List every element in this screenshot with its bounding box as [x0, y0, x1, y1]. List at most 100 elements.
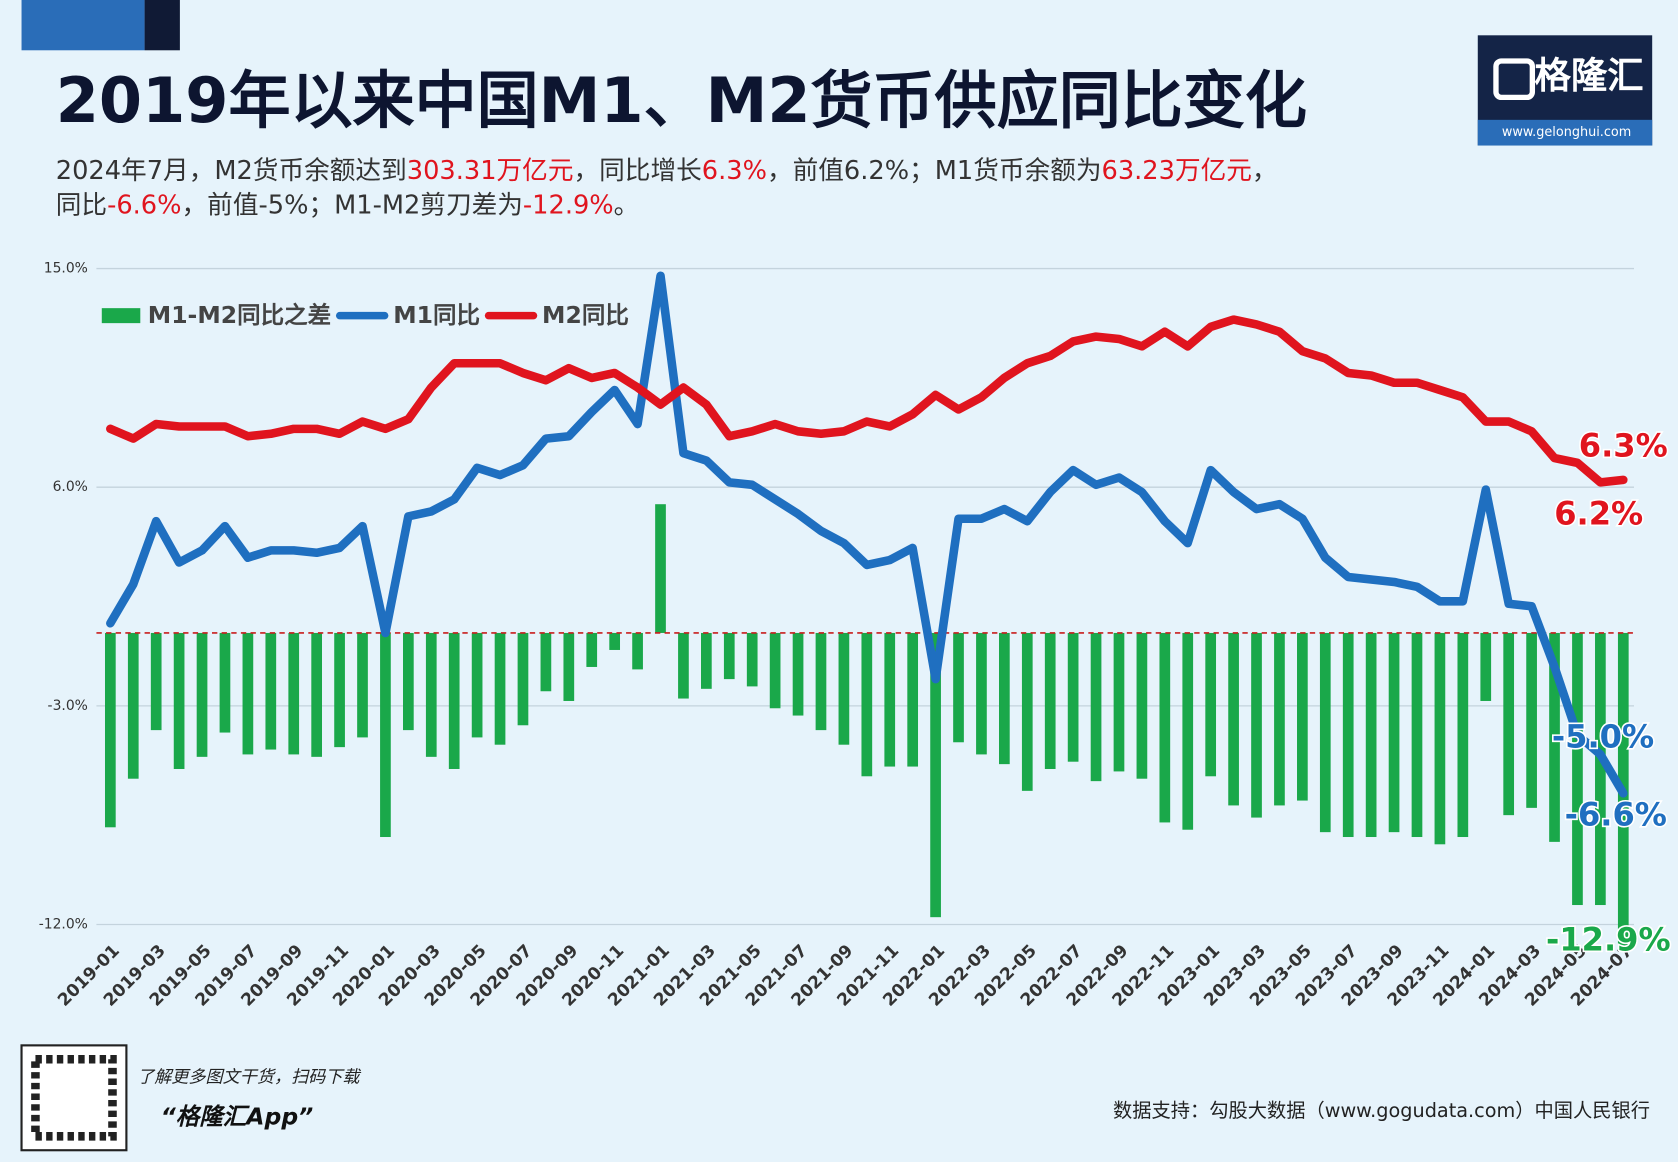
bar: [380, 632, 391, 838]
bar: [334, 632, 345, 748]
bar: [1342, 632, 1354, 838]
decor: [21, 0, 145, 51]
bar: [494, 632, 506, 745]
legend-label: M1-M2同比之差: [148, 301, 331, 329]
logo-icon: [1493, 58, 1536, 101]
bar: [907, 632, 919, 767]
bar: [1297, 632, 1308, 801]
bar: [1113, 632, 1125, 772]
subtitle: 2024年7月，M2货币余额达到303.31万亿元，同比增长6.3%，前值6.2…: [56, 156, 1278, 220]
subtitle-text: ，: [1252, 156, 1278, 186]
highlight: 303.31万亿元: [407, 156, 574, 186]
qr-text: 了解更多图文干货，扫码下载: [137, 1067, 361, 1087]
bar: [402, 632, 414, 731]
bar: [953, 632, 964, 743]
qr-pattern: [31, 1055, 117, 1141]
subtitle-text: ，前值6.2%；M1货币余额为: [767, 156, 1102, 186]
legend-label: M1同比: [393, 301, 480, 329]
subtitle-text: 2024年7月，M2货币余额达到: [56, 156, 407, 186]
bar: [265, 632, 277, 750]
subtitle-line: 2024年7月，M2货币余额达到303.31万亿元，同比增长6.3%，前值6.2…: [56, 156, 1278, 186]
decor: [144, 0, 180, 51]
subtitle-text: ，前值-5%；M1-M2剪刀差为: [182, 190, 523, 220]
bar: [1365, 632, 1377, 838]
bar: [1274, 632, 1285, 806]
annotation: -6.6%: [1565, 795, 1667, 833]
bar: [976, 632, 987, 755]
bar: [563, 632, 575, 701]
bar: [104, 632, 116, 828]
bar: [196, 632, 208, 757]
annotation: 6.3%: [1579, 426, 1668, 464]
legend-label: M2同比: [542, 301, 629, 329]
bar: [517, 632, 529, 726]
bar: [838, 632, 850, 745]
logo-strip: [1477, 119, 1653, 146]
bar: [1434, 632, 1446, 845]
bar: [150, 632, 162, 731]
logo-text: 格隆汇: [1535, 54, 1644, 97]
source: 数据支持：勾股大数据（www.gogudata.com）中国人民银行: [1113, 1099, 1650, 1122]
subtitle-text: ，同比增长: [574, 156, 702, 186]
bar: [1595, 632, 1606, 906]
annotation: -5.0%: [1552, 717, 1654, 755]
bar: [701, 632, 712, 689]
bar: [586, 632, 598, 667]
bar: [1572, 632, 1583, 906]
bar: [792, 632, 804, 716]
bar: [609, 632, 621, 650]
bar: [173, 632, 185, 769]
bar: [425, 632, 437, 757]
bar: [999, 632, 1010, 765]
title: 2019年以来中国M1、M2货币供应同比变化: [56, 64, 1307, 137]
bar: [655, 504, 666, 633]
legend-swatch: [101, 308, 141, 324]
bar: [288, 632, 300, 755]
highlight: 63.23万亿元: [1102, 156, 1252, 186]
bar: [930, 632, 941, 918]
bar: [746, 632, 758, 687]
bar: [861, 632, 873, 777]
bar: [1526, 632, 1537, 808]
highlight: -12.9%: [523, 190, 614, 220]
bar: [1319, 632, 1331, 833]
bar: [1251, 632, 1262, 818]
bar: [1159, 632, 1171, 823]
bar: [448, 632, 460, 769]
bar: [127, 632, 139, 779]
bar: [1228, 632, 1239, 806]
bar: [1411, 632, 1423, 838]
bar: [1090, 632, 1102, 782]
highlight: -6.6%: [107, 190, 181, 220]
line: [106, 315, 1628, 487]
bar: [219, 632, 231, 733]
annotation: -12.9%: [1546, 921, 1671, 959]
bar: [357, 632, 368, 738]
subtitle-line: 同比-6.6%，前值-5%；M1-M2剪刀差为-12.9%。: [56, 190, 640, 220]
bar: [1182, 632, 1194, 830]
bar: [1457, 632, 1469, 838]
bar: [723, 632, 735, 680]
bar: [471, 632, 483, 738]
bar: [1480, 632, 1492, 701]
bar: [1205, 632, 1217, 777]
bar: [1067, 632, 1079, 762]
y-tick-label: -3.0%: [48, 698, 88, 714]
bar: [815, 632, 827, 731]
logo-url: www.gelonghui.com: [1502, 125, 1631, 140]
bar: [1044, 632, 1056, 769]
bar: [1549, 632, 1560, 842]
bar: [678, 632, 689, 699]
bar: [242, 632, 254, 755]
y-tick-label: 15.0%: [44, 261, 88, 277]
bar: [769, 632, 781, 709]
bar: [1136, 632, 1148, 779]
bar: [1503, 632, 1515, 816]
app-name: “格隆汇App”: [161, 1103, 314, 1131]
y-tick-label: -12.0%: [39, 916, 88, 932]
bar: [311, 632, 323, 757]
line: [106, 271, 1628, 798]
bar: [1388, 632, 1400, 833]
bar: [540, 632, 552, 692]
